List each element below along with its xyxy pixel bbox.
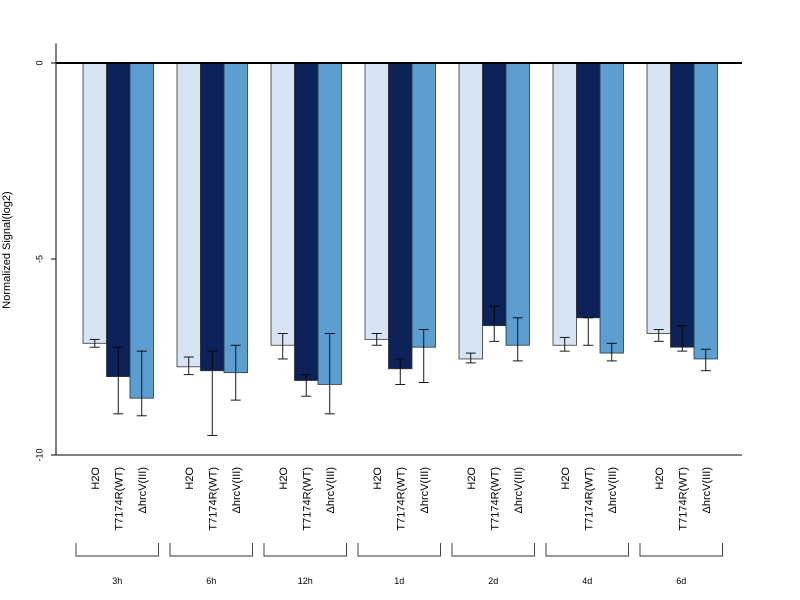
x-tick-label: ΔhrcV(III) — [231, 467, 243, 513]
x-tick-label: ΔhrcV(III) — [419, 467, 431, 513]
group-label: 6d — [676, 576, 686, 586]
bar — [599, 62, 624, 354]
group-bracket — [545, 543, 629, 557]
group-bracket — [75, 543, 159, 557]
bar — [106, 62, 131, 378]
bar — [670, 62, 695, 348]
x-tick-labels: H2O T7174R(WT) ΔhrcV(III) H2O T7174R(WT) Δhrc… — [90, 467, 713, 531]
y-tick-label: 0 — [34, 60, 44, 65]
x-tick-label: ΔhrcV(III) — [607, 467, 619, 513]
x-tick-label: H2O — [278, 467, 290, 490]
x-tick-label: T7174R(WT) — [583, 467, 595, 531]
y-tick-label: -10 — [34, 448, 44, 461]
x-tick-label: H2O — [654, 467, 666, 490]
bar — [482, 62, 507, 327]
x-tick-label: ΔhrcV(III) — [137, 467, 149, 513]
bar — [270, 62, 295, 346]
group-bracket — [639, 543, 723, 557]
bar — [693, 62, 718, 360]
group-bracket — [169, 543, 253, 557]
group-bracket — [263, 543, 347, 557]
bar — [294, 62, 319, 381]
bar — [129, 62, 154, 399]
group-label: 2d — [488, 576, 498, 586]
bar — [223, 62, 248, 374]
x-tick-label: T7174R(WT) — [489, 467, 501, 531]
x-tick-label: H2O — [560, 467, 572, 490]
group-label: 4d — [582, 576, 592, 586]
x-tick-label: ΔhrcV(III) — [513, 467, 525, 513]
group-label: 1d — [394, 576, 404, 586]
x-tick-label: ΔhrcV(III) — [325, 467, 337, 513]
y-axis: 0 -5 -10 — [34, 43, 742, 462]
x-tick-label: ΔhrcV(III) — [701, 467, 713, 513]
x-tick-label: T7174R(WT) — [677, 467, 689, 531]
bar — [576, 62, 601, 319]
error-bars — [89, 305, 711, 436]
bar — [646, 62, 671, 334]
group-label: 12h — [298, 576, 313, 586]
group-bracket — [357, 543, 441, 557]
bar — [364, 62, 389, 340]
group-brackets: 3h 6h 12h 1d 2d 4d 6d — [75, 543, 723, 586]
x-tick-label: H2O — [184, 467, 196, 490]
x-tick-label: H2O — [372, 467, 384, 490]
bar — [458, 62, 483, 360]
bar — [411, 62, 436, 348]
bar — [176, 62, 201, 368]
y-tick-label: -5 — [34, 255, 44, 263]
x-tick-label: T7174R(WT) — [113, 467, 125, 531]
x-tick-label: T7174R(WT) — [301, 467, 313, 531]
y-axis-label: Normalized Signal(log2) — [1, 191, 13, 308]
group-label: 3h — [112, 576, 122, 586]
x-tick-label: H2O — [466, 467, 478, 490]
x-tick-label: T7174R(WT) — [207, 467, 219, 531]
bars — [82, 62, 718, 399]
group-label: 6h — [206, 576, 216, 586]
group-bracket — [451, 543, 535, 557]
bar — [505, 62, 530, 346]
bar — [82, 62, 107, 344]
bar — [388, 62, 413, 370]
x-tick-label: H2O — [90, 467, 102, 490]
bar — [552, 62, 577, 346]
bar — [200, 62, 225, 372]
x-tick-label: T7174R(WT) — [395, 467, 407, 531]
